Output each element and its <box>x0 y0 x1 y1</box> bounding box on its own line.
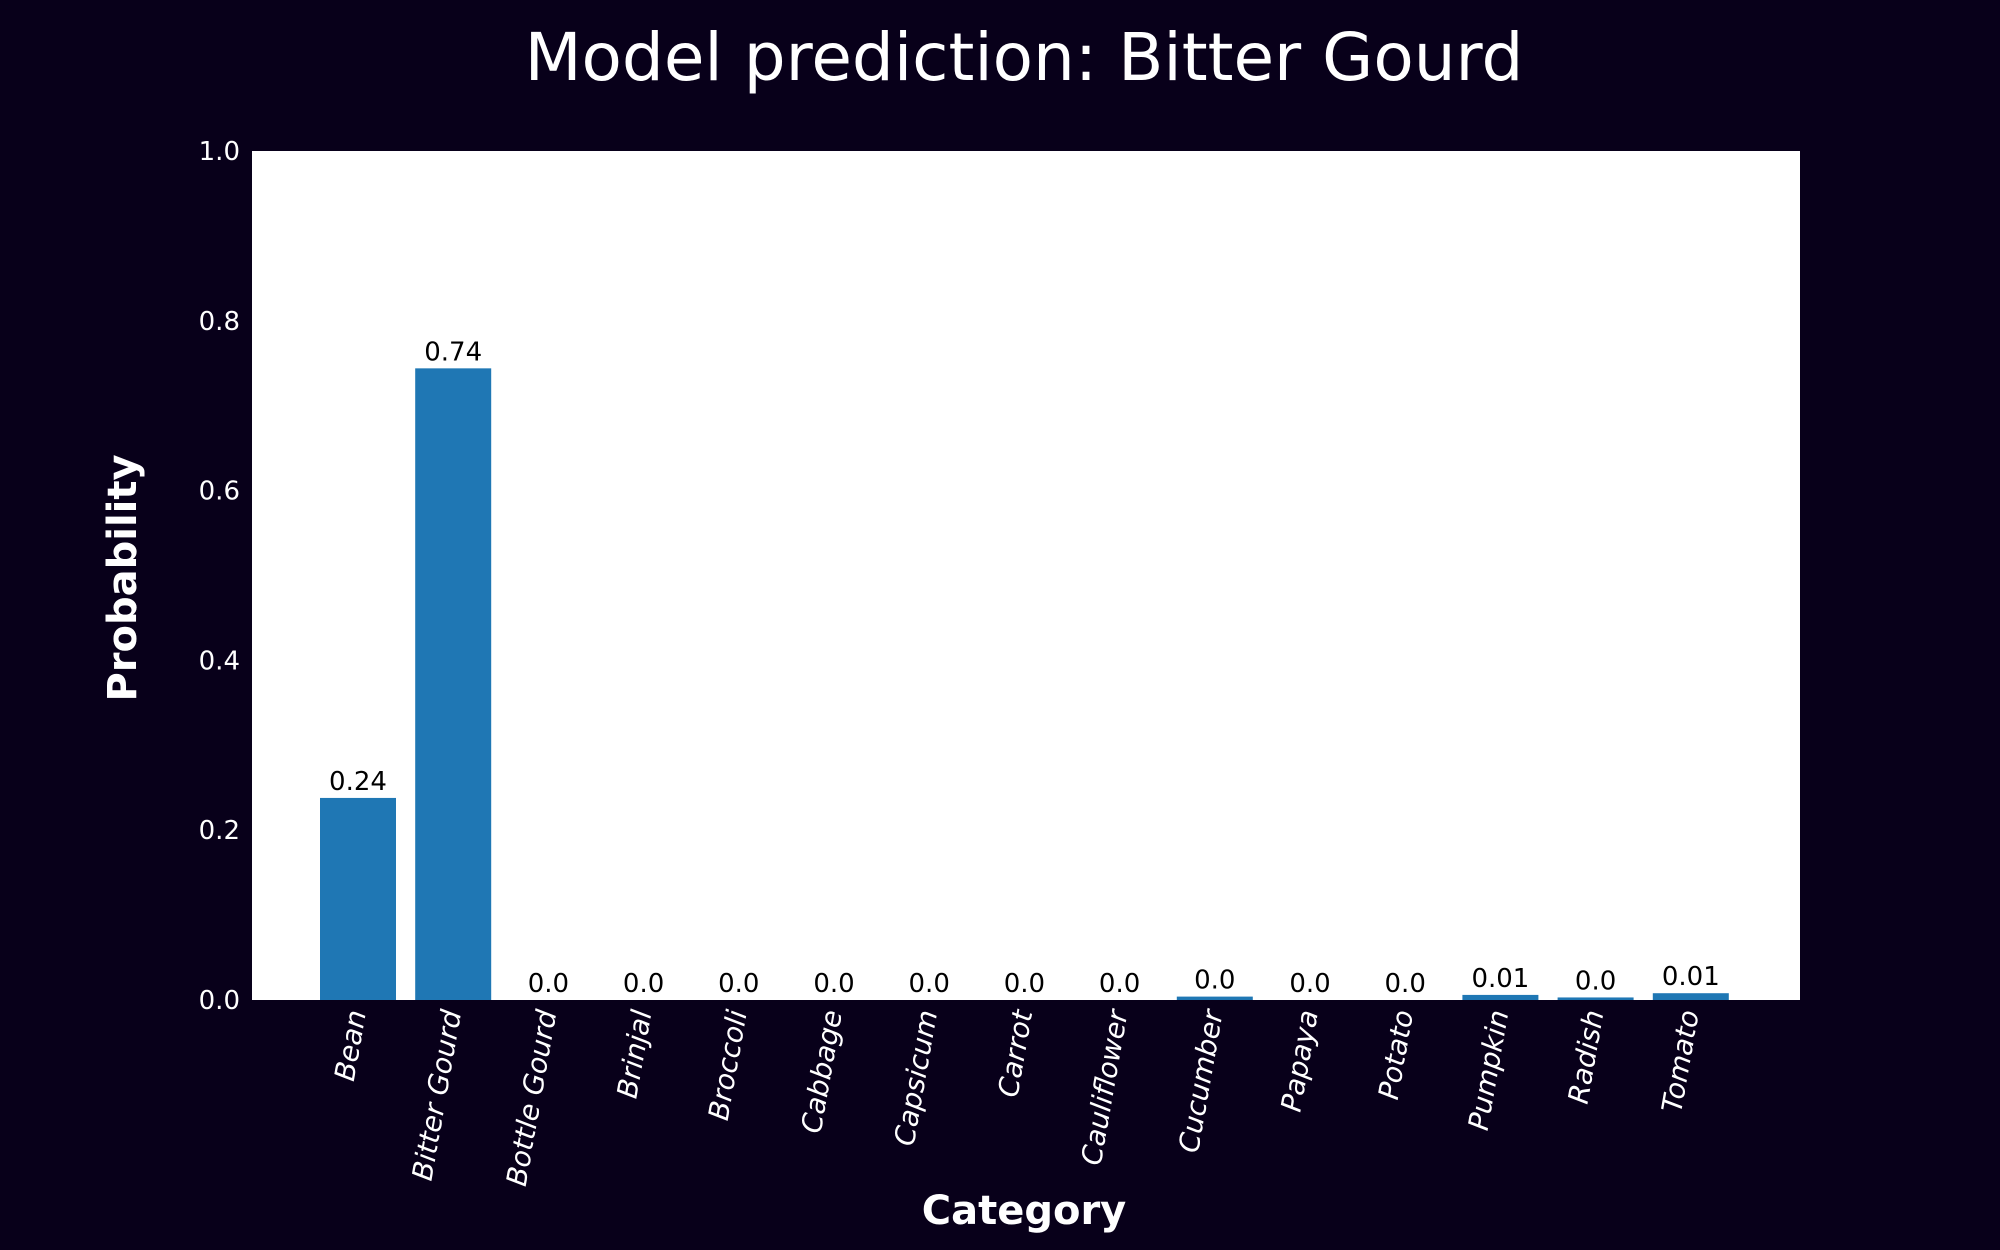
data-label: 0.0 <box>1385 969 1426 999</box>
data-label: 0.01 <box>1471 964 1529 994</box>
bar <box>320 797 396 1000</box>
y-tick-label: 0.4 <box>199 646 240 676</box>
data-label: 0.0 <box>909 969 950 999</box>
data-label: 0.0 <box>1575 966 1616 996</box>
bar <box>1176 996 1253 1000</box>
data-label: 0.0 <box>718 969 759 999</box>
x-axis-label: Category <box>922 1188 1127 1234</box>
data-label: 0.0 <box>623 969 664 999</box>
y-tick-label: 0.8 <box>199 307 240 337</box>
chart-title: Model prediction: Bitter Gourd <box>525 19 1524 96</box>
data-label: 0.01 <box>1662 962 1720 992</box>
bar <box>1652 993 1729 1000</box>
bars-group <box>320 368 1729 1000</box>
data-label: 0.0 <box>1004 969 1045 999</box>
data-label: 0.0 <box>1099 969 1140 999</box>
y-tick-label: 0.0 <box>199 986 240 1016</box>
data-labels-group: 0.24 0.74 0.0 0.0 0.0 0.0 0.0 0.0 0.0 0.0 0.0 0.0 0.… <box>329 337 1720 999</box>
bar <box>415 368 492 1000</box>
y-axis-label: Probability <box>100 454 146 701</box>
data-label: 0.74 <box>424 337 482 367</box>
data-label: 0.0 <box>813 969 854 999</box>
bar <box>1462 994 1539 1000</box>
data-label: 0.0 <box>528 969 569 999</box>
plot-area <box>252 151 1800 1000</box>
y-tick-label: 0.2 <box>199 816 240 846</box>
data-label: 0.0 <box>1194 966 1235 996</box>
y-axis-ticks: 0.0 0.2 0.4 0.6 0.8 1.0 <box>199 137 240 1016</box>
data-label: 0.0 <box>1289 969 1330 999</box>
y-tick-label: 0.6 <box>199 477 240 507</box>
bar <box>1557 997 1634 1000</box>
y-tick-label: 1.0 <box>199 137 240 167</box>
data-label: 0.24 <box>329 767 387 797</box>
